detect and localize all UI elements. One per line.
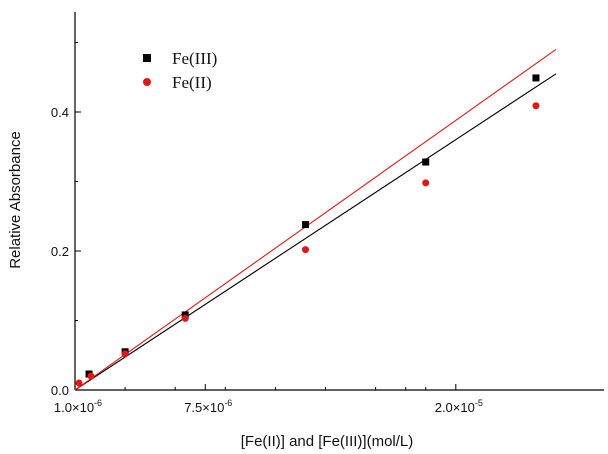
fit-lines <box>74 49 557 391</box>
point-s1-0 <box>75 379 83 387</box>
point-s1-3 <box>181 314 189 322</box>
point-s1-2 <box>121 350 129 358</box>
point-s0-3 <box>301 221 309 229</box>
x-axis-title: [Fe(II)] and [Fe(III)](mol/L) <box>241 433 414 450</box>
x-tick-label-1: 7.5×10-6 <box>184 398 232 415</box>
y-axis-title: Relative Absorbance <box>7 131 24 269</box>
axes: 0.0 0.2 0.4 1.0×10-6 7.5×10-6 2.0×10-5 <box>51 12 604 415</box>
point-s1-4 <box>301 246 309 254</box>
legend-label-1: Fe(II) <box>172 73 212 92</box>
point-s1-5 <box>422 179 430 187</box>
point-s0-4 <box>422 158 430 166</box>
x-tick-label-0: 1.0×10-6 <box>54 398 102 415</box>
legend-marker-0 <box>143 54 151 62</box>
point-s0-5 <box>532 74 540 82</box>
legend: Fe(III) Fe(II) <box>143 49 217 92</box>
y-tick-label-0: 0.0 <box>51 383 69 398</box>
point-s1-6 <box>532 102 540 110</box>
fit-line-1 <box>74 49 557 391</box>
legend-marker-1 <box>143 78 151 86</box>
y-tick-label-1: 0.2 <box>51 244 69 259</box>
y-tick-label-2: 0.4 <box>51 105 69 120</box>
data-points <box>75 74 540 387</box>
point-s1-1 <box>87 372 95 380</box>
legend-label-0: Fe(III) <box>172 49 217 68</box>
x-tick-label-2: 2.0×10-5 <box>435 398 483 415</box>
fit-line-0 <box>74 73 557 391</box>
